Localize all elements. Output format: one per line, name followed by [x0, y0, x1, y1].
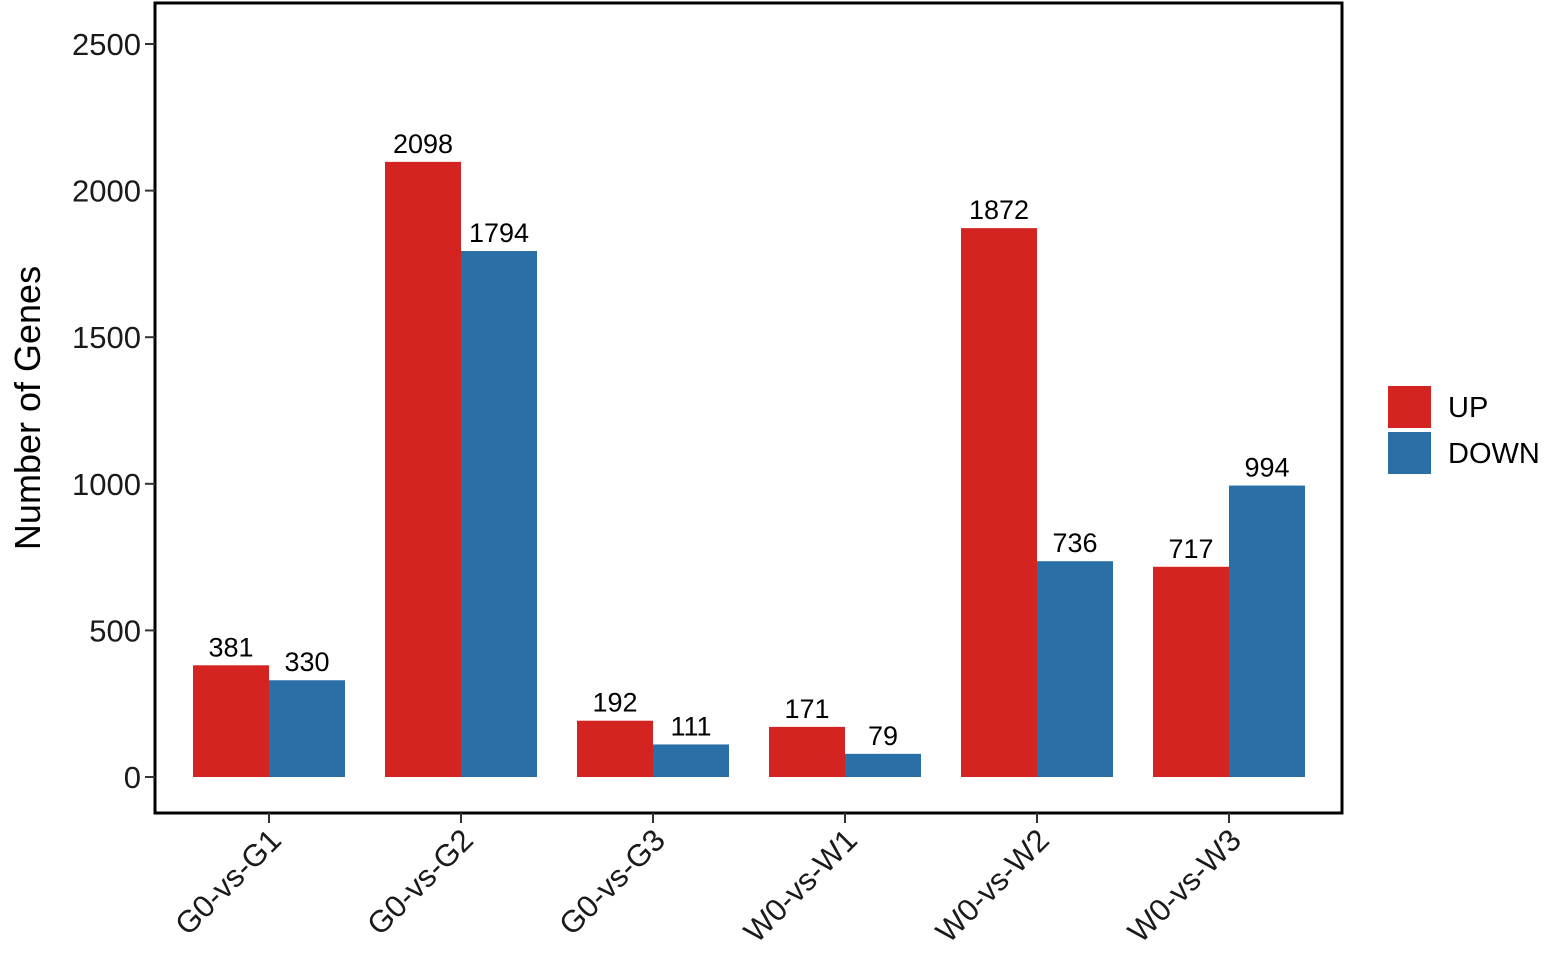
data-label: 330: [284, 647, 329, 677]
x-tick-label: G0-vs-G1: [168, 822, 288, 942]
bar-up-w0-vs-w2: [961, 228, 1037, 778]
bar-down-w0-vs-w1: [845, 753, 921, 777]
bar-down-g0-vs-g1: [269, 680, 345, 777]
bar-up-w0-vs-w1: [769, 726, 845, 777]
x-tick-label: G0-vs-G3: [552, 822, 672, 942]
x-tick-label: W0-vs-W1: [737, 822, 864, 949]
plot-panel: [153, 1, 1344, 815]
data-label: 111: [670, 711, 711, 741]
y-axis: 0 500 1000 1500 2000 2500: [72, 27, 155, 795]
x-tick-label: W0-vs-W2: [929, 822, 1056, 949]
bar-up-g0-vs-g3: [577, 720, 653, 777]
x-tick-label: W0-vs-W3: [1121, 822, 1248, 949]
y-tick-label: 500: [89, 613, 141, 648]
y-tick-label: 1500: [72, 320, 141, 355]
legend-swatch-down: [1388, 432, 1431, 474]
bar-down-g0-vs-g3: [653, 744, 729, 777]
data-label: 2098: [393, 129, 453, 159]
data-label: 381: [208, 632, 253, 662]
bar-up-w0-vs-w3: [1153, 566, 1229, 777]
legend: UP DOWN: [1388, 386, 1540, 474]
y-axis-title: Number of Genes: [7, 266, 48, 550]
bar-down-w0-vs-w2: [1037, 561, 1113, 777]
bars-group: [193, 161, 1305, 778]
data-label: 79: [868, 721, 898, 751]
data-label: 171: [784, 694, 829, 724]
data-label: 994: [1244, 453, 1289, 483]
data-label: 717: [1168, 534, 1213, 564]
data-label: 736: [1052, 528, 1097, 558]
x-tick-label: G0-vs-G2: [360, 822, 480, 942]
data-label: 192: [592, 688, 637, 718]
y-tick-label: 1000: [72, 467, 141, 502]
y-tick-label: 2000: [72, 174, 141, 209]
data-label: 1794: [469, 218, 529, 248]
y-tick-label: 0: [124, 760, 141, 795]
legend-swatch-up: [1388, 386, 1431, 428]
data-label: 1872: [969, 195, 1029, 225]
y-tick-label: 2500: [72, 27, 141, 62]
bar-down-g0-vs-g2: [461, 250, 537, 777]
legend-label-up: UP: [1448, 392, 1488, 424]
bar-up-g0-vs-g1: [193, 665, 269, 777]
legend-label-down: DOWN: [1448, 438, 1540, 470]
data-labels-group: 381 330 2098 1794 192 111 171 79 1872 736 717 994: [208, 129, 1289, 751]
bar-down-w0-vs-w3: [1229, 485, 1305, 777]
x-axis: G0-vs-G1 G0-vs-G2 G0-vs-G3 W0-vs-W1 W0-vs-W2…: [168, 813, 1248, 949]
bar-up-g0-vs-g2: [385, 161, 461, 777]
